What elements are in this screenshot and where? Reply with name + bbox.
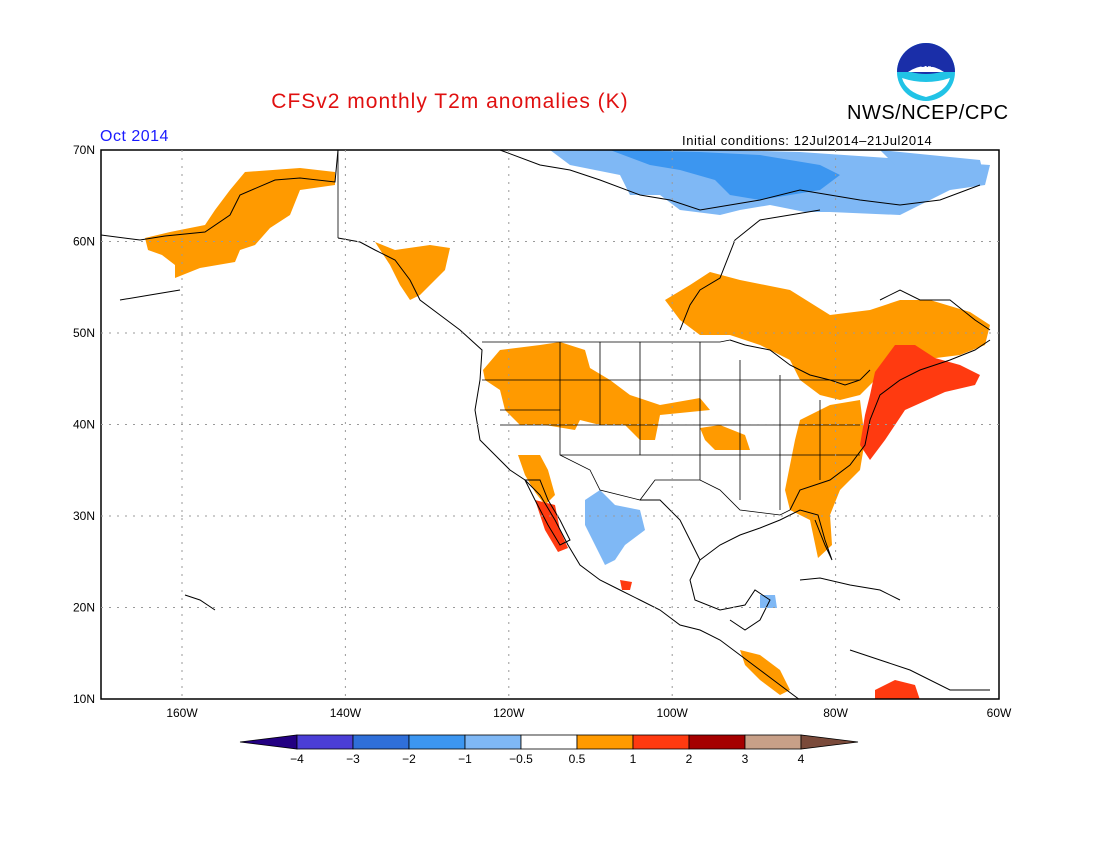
colorbar-label: −4: [290, 752, 304, 766]
anomaly-shading: [145, 150, 990, 699]
colorbar-swatch: [520, 734, 578, 750]
anomaly-region-caribbean: [875, 680, 920, 699]
lon-label: 80W: [823, 706, 848, 720]
colorbar-swatch: [464, 734, 522, 750]
state-borders: [337, 150, 860, 516]
colorbar-high-arrow: [800, 734, 859, 750]
lon-label: 140W: [330, 706, 362, 720]
colorbar-swatch: [688, 734, 746, 750]
organization-label: NWS/NCEP/CPC: [847, 102, 1009, 124]
anomaly-region-southeast-us: [785, 400, 865, 558]
colorbar-label: 0.5: [569, 752, 586, 766]
colorbar-label: 4: [798, 752, 805, 766]
colorbar-swatch: [352, 734, 410, 750]
coastlines: [101, 150, 991, 699]
colorbar-label: 2: [686, 752, 693, 766]
lon-label: 60W: [987, 706, 1012, 720]
lon-label: 100W: [657, 706, 689, 720]
anomaly-region-northeast-us: [860, 345, 980, 460]
anomaly-region-eastern-canada: [665, 272, 990, 400]
colorbar-label: −0.5: [509, 752, 533, 766]
lat-label: 70N: [73, 143, 95, 157]
lat-label: 40N: [73, 418, 95, 432]
colorbar-swatch: [296, 734, 354, 750]
anomaly-region-northern-mexico: [585, 490, 645, 565]
noaa-logo-text: NOAA: [913, 59, 940, 69]
colorbar-label: −3: [346, 752, 360, 766]
colorbar-low-arrow: [239, 734, 298, 750]
lat-label: 60N: [73, 235, 95, 249]
colorbar-swatch: [744, 734, 802, 750]
colorbar-label: −2: [402, 752, 416, 766]
colorbar: −4 −3 −2 −1 −0.5 0.5 1 2 3 4: [239, 734, 859, 766]
anomaly-region-utah: [700, 425, 750, 450]
anomaly-region-bc: [375, 242, 450, 300]
map-title: CFSv2 monthly T2m anomalies (K): [271, 90, 629, 113]
lat-label: 30N: [73, 509, 95, 523]
latitude-labels: 70N 60N 50N 40N 30N 20N 10N: [73, 143, 95, 706]
longitude-labels: 160W 140W 120W 100W 80W 60W: [166, 706, 1012, 720]
lat-label: 10N: [73, 692, 95, 706]
anomaly-region-western-us: [483, 342, 710, 440]
noaa-logo: NOAA: [897, 43, 955, 101]
anomaly-region-arctic-core: [610, 150, 840, 200]
lat-label: 20N: [73, 601, 95, 615]
lat-label: 50N: [73, 326, 95, 340]
colorbar-label: 3: [742, 752, 749, 766]
valid-month: Oct 2014: [100, 128, 169, 145]
colorbar-swatch: [632, 734, 690, 750]
lon-label: 120W: [493, 706, 525, 720]
graticule: [101, 150, 999, 699]
lon-label: 160W: [166, 706, 198, 720]
colorbar-label: 1: [630, 752, 637, 766]
anomaly-region-baja: [535, 500, 568, 552]
initial-conditions: Initial conditions: 12Jul2014–21Jul2014: [682, 133, 933, 148]
colorbar-label: −1: [458, 752, 472, 766]
colorbar-swatch: [576, 734, 634, 750]
anomaly-region-alaska: [145, 168, 335, 278]
colorbar-swatch: [408, 734, 466, 750]
